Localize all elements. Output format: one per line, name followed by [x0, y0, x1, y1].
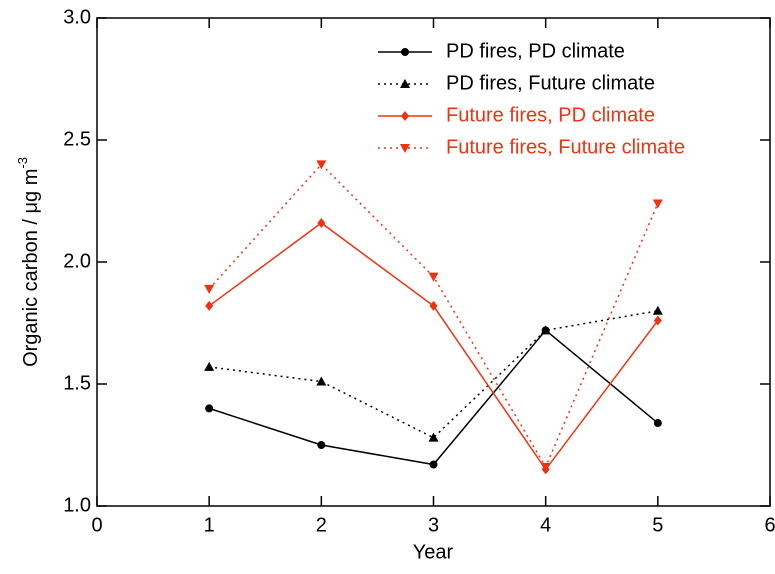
x-tick-label: 1	[204, 514, 215, 536]
point	[429, 300, 438, 311]
series-line	[208, 222, 659, 471]
point	[317, 217, 326, 228]
x-tick-label: 6	[764, 514, 775, 536]
point	[429, 460, 438, 469]
point	[652, 305, 663, 315]
x-tick-label: 2	[316, 514, 327, 536]
y-axis-label-text: Organic carbon / μg m	[20, 169, 42, 367]
x-tick-label: 5	[652, 514, 663, 536]
series-line	[208, 163, 659, 469]
y-tick-label: 2.5	[63, 128, 91, 150]
point	[653, 315, 662, 326]
legend-marker	[400, 79, 410, 88]
series-line	[209, 310, 658, 439]
y-axis-label-sup: -3	[15, 157, 30, 169]
y-tick-label: 1.0	[63, 494, 91, 516]
point	[540, 462, 551, 472]
legend-label: PD fires, Future climate	[446, 72, 655, 94]
point	[205, 300, 214, 311]
legend-marker	[400, 144, 410, 153]
series-line	[208, 329, 659, 466]
point	[317, 441, 326, 449]
legend-label: PD fires, PD climate	[446, 40, 625, 62]
point	[204, 361, 215, 371]
point	[205, 404, 214, 413]
legend-marker	[401, 48, 409, 56]
legend-marker	[401, 111, 409, 121]
point	[204, 284, 215, 294]
x-axis-label: Year	[413, 541, 454, 563]
point	[540, 325, 551, 335]
point	[316, 376, 327, 386]
x-tick-label: 3	[428, 514, 439, 536]
y-tick-label: 2.0	[63, 250, 91, 272]
y-tick-label: 1.5	[63, 372, 91, 394]
y-tick-label: 3.0	[63, 6, 91, 28]
legend-label: Future fires, PD climate	[446, 104, 655, 126]
y-axis-label: Organic carbon / μg m-3	[15, 157, 42, 367]
x-tick-label: 0	[91, 514, 102, 536]
legend-label: Future fires, Future climate	[446, 136, 685, 158]
x-tick-label: 4	[540, 514, 551, 536]
point	[653, 419, 662, 428]
point	[316, 160, 327, 170]
point	[652, 199, 663, 209]
point	[428, 432, 439, 442]
point	[428, 272, 439, 282]
